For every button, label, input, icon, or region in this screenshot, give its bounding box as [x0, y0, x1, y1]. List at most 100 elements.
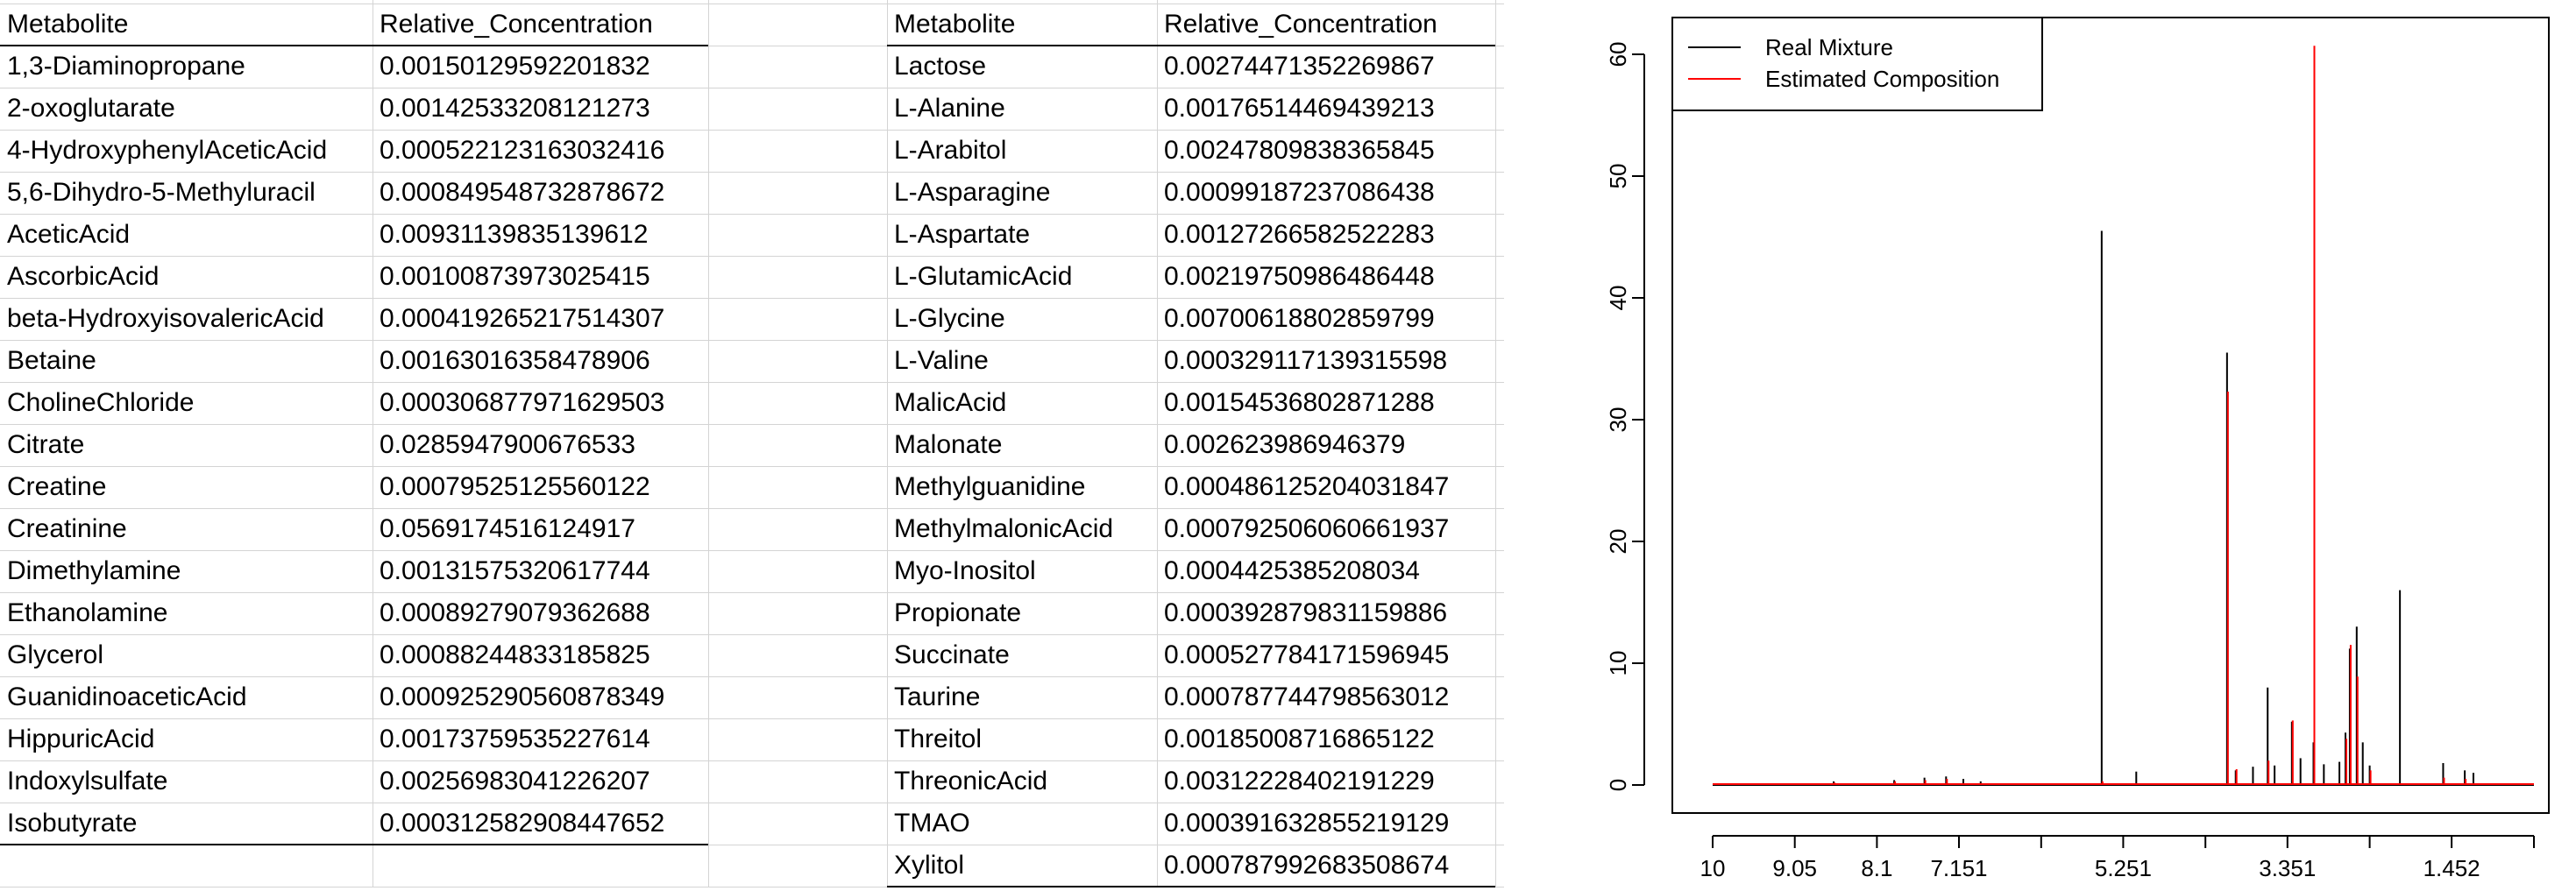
concentration-cell[interactable]: 0.000391632855219129 [1164, 809, 1450, 838]
grid-row-line [0, 256, 1504, 257]
metabolite-name-cell[interactable]: Myo-Inositol [894, 556, 1036, 585]
metabolite-name-cell[interactable]: TMAO [894, 809, 970, 838]
grid-column-line [708, 0, 709, 887]
metabolite-name-cell[interactable]: Indoxylsulfate [7, 767, 168, 796]
metabolite-name-cell[interactable]: beta-HydroxyisovalericAcid [7, 304, 324, 333]
concentration-cell[interactable]: 0.002623986946379 [1164, 430, 1406, 459]
header-metabolite[interactable]: Metabolite [894, 10, 1016, 39]
concentration-cell[interactable]: 0.0004425385208034 [1164, 556, 1420, 585]
metabolite-name-cell[interactable]: GuanidinoaceticAcid [7, 682, 247, 711]
metabolite-name-cell[interactable]: Propionate [894, 598, 1022, 627]
concentration-cell[interactable]: 0.00163016358478906 [380, 346, 650, 375]
metabolite-name-cell[interactable]: 5,6-Dihydro-5-Methyluracil [7, 178, 316, 207]
metabolite-name-cell[interactable]: Dimethylamine [7, 556, 181, 585]
metabolite-name-cell[interactable]: ThreonicAcid [894, 767, 1048, 796]
concentration-cell[interactable]: 0.00079525125560122 [380, 472, 650, 501]
legend: Real Mixture Estimated Composition [1671, 17, 2043, 111]
spectrum-plot: 0 10 20 30 40 50 60 10 9.05 8.1 7.151 5.251 3.351 1.4… [1504, 0, 2576, 887]
table-bottom-border [0, 844, 708, 845]
metabolite-name-cell[interactable]: L-Glycine [894, 304, 1005, 333]
concentration-cell[interactable]: 0.00100873973025415 [380, 262, 650, 291]
grid-row-line [0, 466, 1504, 467]
concentration-cell[interactable]: 0.000787744798563012 [1164, 682, 1450, 711]
concentration-cell[interactable]: 0.000522123163032416 [380, 136, 665, 165]
concentration-cell[interactable]: 0.00700618802859799 [1164, 304, 1435, 333]
concentration-cell[interactable]: 0.00931139835139612 [380, 220, 649, 249]
concentration-cell[interactable]: 0.000925290560878349 [380, 682, 665, 711]
metabolite-name-cell[interactable]: Ethanolamine [7, 598, 168, 627]
grid-row-line [0, 676, 1504, 677]
concentration-cell[interactable]: 0.00185008716865122 [1164, 725, 1435, 753]
metabolite-name-cell[interactable]: Betaine [7, 346, 96, 375]
metabolite-name-cell[interactable]: 1,3-Diaminopropane [7, 52, 245, 81]
concentration-cell[interactable]: 0.000329117139315598 [1164, 346, 1448, 375]
header-relative-concentration[interactable]: Relative_Concentration [1164, 10, 1437, 39]
concentration-cell[interactable]: 0.000787992683508674 [1164, 851, 1450, 880]
metabolite-name-cell[interactable]: Glycerol [7, 640, 104, 669]
metabolite-name-cell[interactable]: Succinate [894, 640, 1010, 669]
metabolite-name-cell[interactable]: L-Valine [894, 346, 989, 375]
metabolite-name-cell[interactable]: Xylitol [894, 851, 965, 880]
concentration-cell[interactable]: 0.000527784171596945 [1164, 640, 1450, 669]
concentration-cell[interactable]: 0.000849548732878672 [380, 178, 665, 207]
metabolite-name-cell[interactable]: Isobutyrate [7, 809, 138, 838]
metabolite-name-cell[interactable]: AscorbicAcid [7, 262, 160, 291]
concentration-cell[interactable]: 0.00312228402191229 [1164, 767, 1435, 796]
metabolite-name-cell[interactable]: AceticAcid [7, 220, 131, 249]
concentration-cell[interactable]: 0.00247809838365845 [1164, 136, 1435, 165]
metabolite-name-cell[interactable]: Citrate [7, 430, 85, 459]
concentration-cell[interactable]: 0.00256983041226207 [380, 767, 650, 796]
concentration-cell[interactable]: 0.000419265217514307 [380, 304, 665, 333]
metabolite-name-cell[interactable]: CholineChloride [7, 388, 195, 417]
grid-row-line [0, 508, 1504, 509]
concentration-cell[interactable]: 0.00154536802871288 [1164, 388, 1435, 417]
concentration-cell[interactable]: 0.00274471352269867 [1164, 52, 1435, 81]
x-tick-label: 10 [1700, 855, 1726, 881]
concentration-cell[interactable]: 0.00099187237086438 [1164, 178, 1435, 207]
concentration-cell[interactable]: 0.00131575320617744 [380, 556, 650, 585]
concentration-cell[interactable]: 0.00127266582522283 [1164, 220, 1435, 249]
metabolite-name-cell[interactable]: Taurine [894, 682, 981, 711]
metabolite-name-cell[interactable]: Lactose [894, 52, 987, 81]
metabolite-name-cell[interactable]: 4-HydroxyphenylAceticAcid [7, 136, 328, 165]
metabolite-name-cell[interactable]: Methylguanidine [894, 472, 1086, 501]
concentration-cell[interactable]: 0.000312582908447652 [380, 809, 665, 838]
header-relative-concentration[interactable]: Relative_Concentration [380, 10, 653, 39]
concentration-cell[interactable]: 0.00219750986486448 [1164, 262, 1435, 291]
metabolite-name-cell[interactable]: MalicAcid [894, 388, 1007, 417]
metabolite-name-cell[interactable]: L-Asparagine [894, 178, 1051, 207]
grid-row-line [0, 130, 1504, 131]
metabolite-name-cell[interactable]: L-Arabitol [894, 136, 1007, 165]
concentration-cell[interactable]: 0.00142533208121273 [380, 94, 650, 123]
y-tick-label: 60 [1605, 42, 1631, 67]
concentration-cell[interactable]: 0.0285947900676533 [380, 430, 635, 459]
header-metabolite[interactable]: Metabolite [7, 10, 129, 39]
metabolite-name-cell[interactable]: L-Alanine [894, 94, 1005, 123]
metabolite-name-cell[interactable]: L-GlutamicAcid [894, 262, 1073, 291]
concentration-cell[interactable]: 0.00088244833185825 [380, 640, 650, 669]
concentration-cell[interactable]: 0.0569174516124917 [380, 514, 635, 543]
concentration-cell[interactable]: 0.000486125204031847 [1164, 472, 1450, 501]
x-tick-label: 1.452 [2423, 855, 2480, 881]
legend-box [1671, 17, 2043, 111]
metabolite-name-cell[interactable]: Threitol [894, 725, 983, 753]
metabolite-name-cell[interactable]: L-Aspartate [894, 220, 1031, 249]
metabolite-name-cell[interactable]: Creatinine [7, 514, 127, 543]
metabolite-name-cell[interactable]: HippuricAcid [7, 725, 155, 753]
x-tick-label: 5.251 [2095, 855, 2152, 881]
metabolite-name-cell[interactable]: Creatine [7, 472, 107, 501]
metabolite-name-cell[interactable]: MethylmalonicAcid [894, 514, 1114, 543]
spreadsheet-region: Metabolite Relative_Concentration 1,3-Diam… [0, 0, 1504, 887]
concentration-cell[interactable]: 0.00176514469439213 [1164, 94, 1435, 123]
concentration-cell[interactable]: 0.000306877971629503 [380, 388, 665, 417]
concentration-cell[interactable]: 0.00089279079362688 [380, 598, 650, 627]
header-border [887, 45, 1495, 46]
concentration-cell[interactable]: 0.000792506060661937 [1164, 514, 1450, 543]
metabolite-name-cell[interactable]: Malonate [894, 430, 1003, 459]
concentration-cell[interactable]: 0.00150129592201832 [380, 52, 650, 81]
metabolite-name-cell[interactable]: 2-oxoglutarate [7, 94, 175, 123]
grid-row-line [0, 382, 1504, 383]
concentration-cell[interactable]: 0.000392879831159886 [1164, 598, 1448, 627]
plot-frame [1671, 17, 2550, 814]
concentration-cell[interactable]: 0.00173759535227614 [380, 725, 650, 753]
